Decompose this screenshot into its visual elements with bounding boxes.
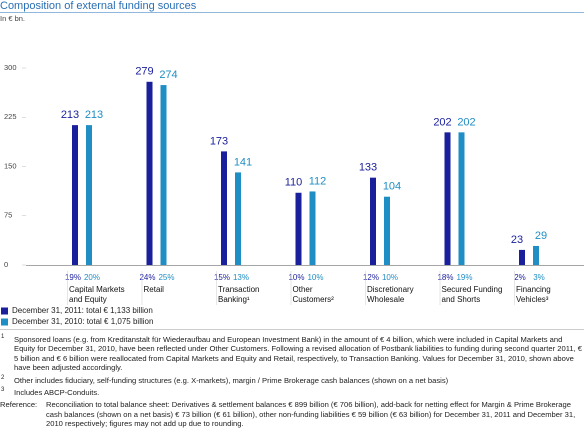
- bar: [458, 132, 465, 265]
- bar: [295, 192, 302, 265]
- y-tick-label: 75: [4, 211, 12, 220]
- bar: [86, 125, 92, 265]
- share-label: 20%: [84, 273, 100, 282]
- footnote: 2 Other includes fiduciary, self-funding …: [0, 374, 584, 385]
- bar: [444, 132, 451, 265]
- chart-title: Composition of external funding sources: [0, 0, 197, 12]
- footnote: 3 Includes ABCP-Conduits.: [0, 387, 584, 398]
- category-label: Retail: [143, 285, 164, 294]
- bar: [146, 81, 153, 265]
- category-label: Transaction Banking¹: [218, 285, 260, 304]
- footnote-mark: 1: [1, 334, 5, 340]
- value-label: 213: [85, 109, 103, 121]
- share-label: 15%: [214, 273, 230, 282]
- value-label: 133: [359, 162, 377, 174]
- category-label: Discretionary Wholesale: [367, 285, 414, 304]
- share-label: 10%: [288, 273, 304, 282]
- share-label: 13%: [233, 273, 249, 282]
- value-label: 112: [309, 175, 327, 187]
- y-tick-label: 0: [4, 260, 8, 269]
- legend-swatch: [1, 318, 8, 326]
- share-label: 3%: [533, 273, 545, 282]
- footnotes: 1 Sponsored loans (e.g. from Kreditanstal…: [0, 334, 584, 429]
- footnote-text: Sponsored loans (e.g. from Kreditanstalt…: [14, 335, 583, 373]
- value-label: 29: [535, 230, 547, 242]
- share-label: 10%: [307, 273, 323, 282]
- subtitle: In € bn.: [0, 14, 25, 23]
- reference-text: Reconciliation to total balance sheet: D…: [46, 400, 576, 429]
- share-label: 18%: [437, 273, 453, 282]
- category-label: Secured Funding and Shorts: [441, 285, 503, 304]
- legend-label: December 31, 2010: total € 1,075 billion: [12, 317, 153, 326]
- share-label: 10%: [382, 273, 398, 282]
- category-label: Capital Markets and Equity: [69, 285, 125, 304]
- reference-label: Reference:: [0, 400, 38, 410]
- y-tick-label: 225: [4, 112, 17, 121]
- value-label: 202: [457, 116, 475, 128]
- y-tick-label: 300: [4, 63, 17, 72]
- bar: [533, 245, 539, 265]
- legend-label: December 31, 2011: total € 1,133 billion: [12, 306, 153, 315]
- value-label: 110: [285, 177, 303, 189]
- footnote-mark: 2: [1, 374, 5, 381]
- value-label: 104: [383, 181, 401, 193]
- value-label: 173: [210, 135, 228, 147]
- footnote-text: Other includes fiduciary, self-funding s…: [14, 375, 449, 385]
- share-label: 2%: [514, 273, 526, 282]
- share-label: 24%: [139, 273, 155, 282]
- footnote-text: Includes ABCP-Conduits.: [14, 388, 100, 398]
- share-label: 25%: [158, 273, 174, 282]
- bar: [519, 249, 525, 265]
- legend-swatch: [1, 307, 8, 315]
- bar: [384, 196, 390, 265]
- value-label: 202: [433, 116, 451, 128]
- bar: [72, 125, 78, 265]
- y-tick-label: 150: [4, 161, 17, 170]
- share-label: 19%: [65, 273, 81, 282]
- footnote-mark: 3: [1, 387, 5, 394]
- value-label: 141: [234, 156, 252, 168]
- category-label: Financing Vehicles³: [516, 285, 551, 304]
- category-label: Other Customers²: [292, 285, 334, 304]
- bar: [235, 172, 241, 265]
- value-label: 213: [61, 109, 79, 121]
- bar: [370, 177, 376, 265]
- bar: [309, 191, 316, 265]
- reference: Reference: Reconciliation to total balanc…: [0, 400, 584, 428]
- value-label: 279: [135, 66, 153, 78]
- share-label: 19%: [456, 273, 472, 282]
- bar: [160, 85, 167, 265]
- footnote: 1 Sponsored loans (e.g. from Kreditanstal…: [0, 334, 584, 373]
- bar: [221, 151, 227, 265]
- share-label: 12%: [363, 273, 379, 282]
- value-label: 23: [511, 234, 523, 246]
- value-label: 274: [159, 69, 177, 81]
